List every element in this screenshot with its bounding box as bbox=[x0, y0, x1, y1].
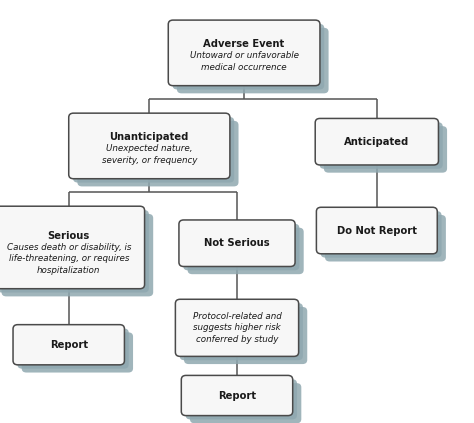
FancyBboxPatch shape bbox=[1, 214, 153, 297]
FancyBboxPatch shape bbox=[73, 117, 234, 183]
Text: Unexpected nature,
severity, or frequency: Unexpected nature, severity, or frequenc… bbox=[101, 144, 197, 165]
FancyBboxPatch shape bbox=[188, 228, 304, 274]
FancyBboxPatch shape bbox=[173, 24, 324, 90]
FancyBboxPatch shape bbox=[186, 379, 297, 420]
FancyBboxPatch shape bbox=[175, 299, 299, 356]
FancyBboxPatch shape bbox=[22, 332, 133, 373]
FancyBboxPatch shape bbox=[181, 376, 292, 415]
Text: Unanticipated: Unanticipated bbox=[109, 132, 189, 143]
FancyBboxPatch shape bbox=[316, 207, 437, 254]
FancyBboxPatch shape bbox=[184, 307, 307, 364]
FancyBboxPatch shape bbox=[321, 211, 442, 258]
FancyBboxPatch shape bbox=[190, 383, 301, 423]
FancyBboxPatch shape bbox=[0, 210, 149, 293]
Text: Report: Report bbox=[218, 390, 256, 401]
FancyBboxPatch shape bbox=[18, 329, 129, 369]
FancyBboxPatch shape bbox=[0, 206, 145, 289]
FancyBboxPatch shape bbox=[168, 20, 320, 86]
Text: Do Not Report: Do Not Report bbox=[337, 225, 417, 236]
FancyBboxPatch shape bbox=[183, 224, 300, 270]
Text: Protocol-related and
suggests higher risk
conferred by study: Protocol-related and suggests higher ris… bbox=[192, 312, 282, 344]
FancyBboxPatch shape bbox=[319, 122, 443, 169]
Text: Serious: Serious bbox=[47, 231, 90, 242]
FancyBboxPatch shape bbox=[69, 113, 230, 179]
FancyBboxPatch shape bbox=[324, 126, 447, 173]
Text: Not Serious: Not Serious bbox=[204, 238, 270, 248]
Text: Anticipated: Anticipated bbox=[344, 137, 410, 147]
FancyBboxPatch shape bbox=[180, 303, 303, 360]
FancyBboxPatch shape bbox=[315, 118, 438, 165]
Text: Untoward or unfavorable
medical occurrence: Untoward or unfavorable medical occurren… bbox=[190, 51, 299, 71]
Text: Adverse Event: Adverse Event bbox=[203, 39, 285, 49]
FancyBboxPatch shape bbox=[325, 215, 446, 261]
FancyBboxPatch shape bbox=[77, 121, 238, 187]
Text: Causes death or disability, is
life-threatening, or requires
hospitalization: Causes death or disability, is life-thre… bbox=[7, 243, 131, 275]
FancyBboxPatch shape bbox=[177, 28, 328, 93]
FancyBboxPatch shape bbox=[179, 220, 295, 266]
FancyBboxPatch shape bbox=[13, 325, 124, 365]
Text: Report: Report bbox=[50, 340, 88, 350]
